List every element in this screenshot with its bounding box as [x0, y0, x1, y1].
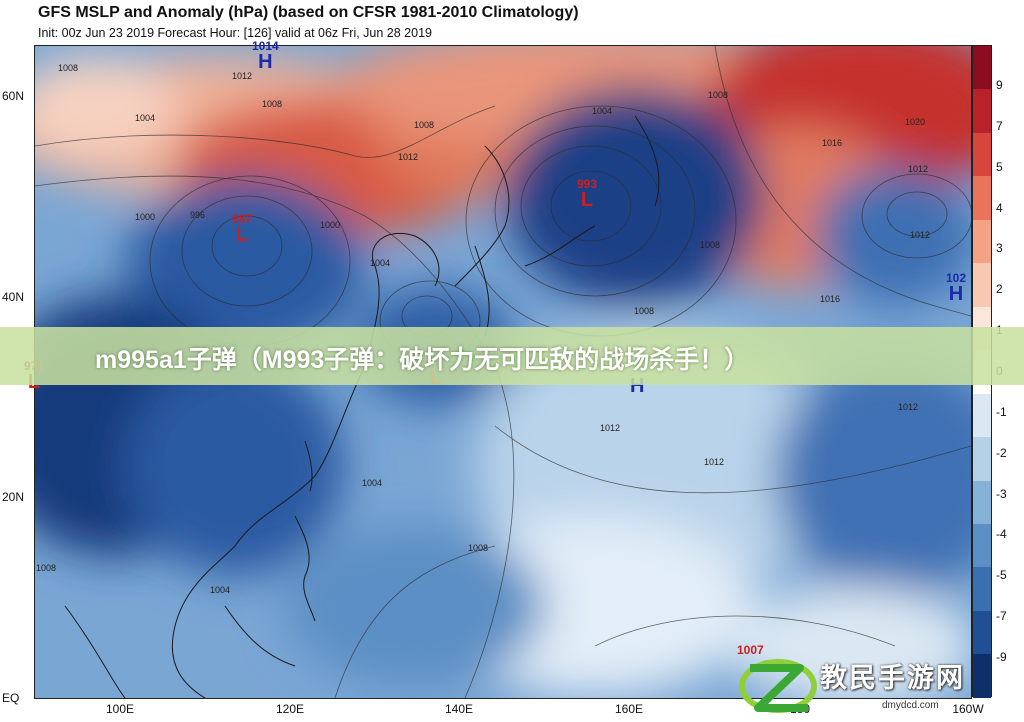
colorbar-tick: -2 [996, 445, 1007, 460]
high-pressure-center: 102 H [946, 272, 966, 304]
watermark-url: dmydcd.com [882, 700, 939, 711]
colorbar-segment [973, 263, 991, 307]
isobar-label: 1004 [592, 106, 613, 116]
isobar-label: 1004 [370, 258, 391, 268]
isobar-label: 1012 [398, 152, 419, 162]
center-letter: H [258, 51, 273, 73]
site-logo-icon [739, 659, 817, 713]
colorbar-segment [973, 437, 991, 481]
colorbar-tick: -3 [996, 486, 1007, 501]
chart-title: GFS MSLP and Anomaly (hPa) (based on CFS… [38, 4, 579, 21]
center-value: 1007 [737, 643, 764, 657]
isobar-label: 1000 [320, 220, 341, 230]
isobar-label: 1008 [262, 99, 283, 109]
isobar-label: 1020 [905, 117, 926, 127]
banner-text: m995a1子弹（M993子弹：破坏力无可匹敌的战场杀手！） [95, 346, 750, 374]
isobar-label: 1016 [820, 294, 841, 304]
lon-label: 140E [444, 702, 474, 716]
isobar-label: 1012 [910, 230, 931, 240]
colorbar-segment [973, 219, 991, 264]
isobar-label: 1004 [135, 113, 156, 123]
isobar-label: 1008 [634, 306, 655, 316]
colorbar-segment [973, 523, 991, 568]
colorbar-tick: 2 [996, 282, 1003, 297]
low-pressure-center: 993 L [577, 178, 597, 210]
colorbar-tick: 5 [996, 159, 1003, 174]
lat-label: 40N [2, 290, 25, 304]
title-banner [0, 327, 1024, 385]
colorbar-segment [973, 610, 991, 655]
isobar-label: 996 [190, 210, 206, 220]
colorbar-tick: -9 [996, 650, 1007, 664]
lon-label: 100E [105, 702, 135, 716]
lat-label: EQ [2, 691, 20, 705]
colorbar-tick: -4 [996, 527, 1007, 542]
chart-subtitle: Init: 00z Jun 23 2019 Forecast Hour: [12… [38, 26, 432, 40]
map-panel [34, 45, 972, 699]
colorbar-tick: -5 [996, 568, 1007, 583]
colorbar-tick: -7 [996, 609, 1007, 624]
center-value: 987 [232, 212, 253, 226]
coastlines [64, 115, 660, 698]
colorbar-segment [973, 567, 991, 611]
center-letter: H [948, 283, 964, 305]
colorbar-tick: 9 [996, 78, 1003, 92]
colorbar-segment [973, 132, 991, 177]
colorbar-segment [973, 176, 991, 220]
isobar-label: 1008 [708, 90, 729, 100]
isobar-label: 1004 [362, 478, 383, 488]
isobar-label: 1012 [232, 71, 253, 81]
watermark-text: 教民手游网 [820, 663, 965, 693]
lon-label: 160W [952, 702, 984, 716]
isobar-lines [35, 46, 971, 698]
center-value: 102 [946, 271, 967, 285]
isobar-label: 1016 [822, 138, 843, 148]
isobar-label: 1000 [135, 212, 156, 222]
isobar-label: 1008 [58, 63, 79, 73]
lat-label: 20N [2, 490, 25, 504]
isobar-label: 1012 [600, 423, 621, 433]
colorbar-tick: -1 [996, 404, 1007, 419]
center-letter: L [235, 224, 249, 246]
low-pressure-center: 987 L [232, 213, 252, 245]
colorbar-segment [973, 654, 991, 698]
site-watermark[interactable] [738, 648, 1024, 717]
colorbar [972, 45, 992, 698]
isobar-label: 1008 [700, 240, 721, 250]
isobar-label: 1012 [898, 402, 919, 412]
isobar-label: 1008 [468, 543, 489, 553]
isobar-label: 1012 [704, 457, 725, 467]
colorbar-tick: 3 [996, 241, 1003, 256]
high-pressure-center: 1014 H [252, 40, 279, 72]
center-letter: L [580, 189, 594, 211]
colorbar-segment [973, 89, 991, 133]
colorbar-tick: 7 [996, 118, 1003, 133]
isobar-label: 1012 [908, 164, 929, 174]
isobar-label: 1008 [36, 563, 57, 573]
high-pressure-center: 1007 [737, 644, 764, 656]
colorbar-tick: 4 [996, 200, 1003, 215]
colorbar-segment [973, 480, 991, 524]
isobar-label: 1004 [210, 585, 231, 595]
isobar-label: 1008 [414, 120, 435, 130]
map-canvas [35, 46, 971, 698]
center-value: 1014 [252, 39, 279, 53]
lat-label: 60N [2, 89, 25, 103]
lon-label: 120E [275, 702, 305, 716]
lon-label: 160E [614, 702, 644, 716]
colorbar-segment [973, 393, 991, 438]
colorbar-segment [973, 46, 991, 90]
center-value: 993 [577, 177, 598, 191]
